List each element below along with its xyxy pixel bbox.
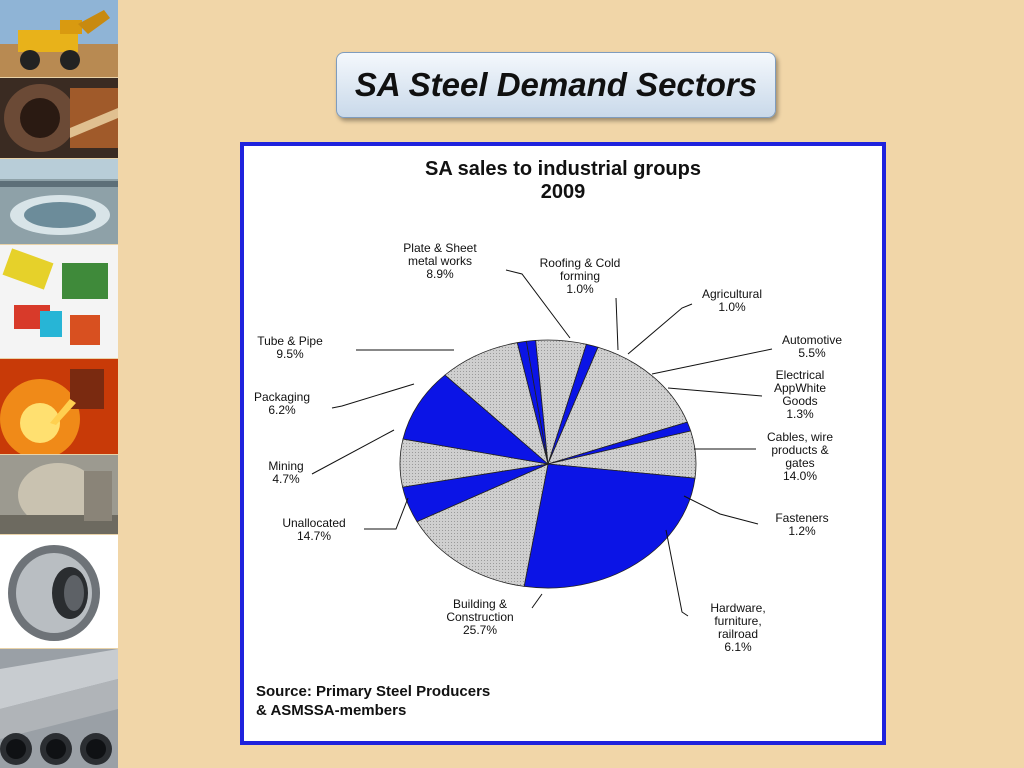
leader-line	[667, 387, 763, 397]
source-line-1: Source: Primary Steel Producers	[256, 683, 491, 700]
pie-slices	[399, 339, 697, 589]
thickener-plant-image	[0, 158, 118, 245]
slice-label: Mining 4.7%	[268, 459, 303, 486]
slice-label: Hardware, furniture, railroad 6.1%	[710, 601, 765, 654]
steel-pipes-image	[0, 649, 118, 768]
pie-slice-tube-pipe	[402, 374, 550, 465]
chart-panel: SA sales to industrial groups 2009 Roofi…	[240, 142, 886, 745]
slice-label: Fasteners 1.2%	[775, 511, 828, 538]
mill-machinery-image	[0, 454, 118, 536]
source-line-2: & ASMSSA-members	[256, 702, 407, 719]
chart-subtitle: 2009	[540, 181, 586, 203]
slice-label: Electrical AppWhite Goods 1.3%	[774, 368, 826, 421]
slice-label: Tube & Pipe 9.5%	[257, 334, 323, 361]
slice-label: Roofing & Cold forming 1.0%	[540, 256, 621, 296]
slice-label: Packaging 6.2%	[254, 390, 310, 417]
slice-label: Cables, wire products & gates 14.0%	[767, 430, 833, 483]
processing-equipment-image	[0, 244, 118, 359]
leader-line	[331, 383, 415, 409]
photo-strip	[0, 0, 118, 768]
leader-line	[364, 497, 409, 530]
leader-line	[665, 529, 689, 617]
source-note: Source: Primary Steel Producers & ASMSSA…	[256, 682, 490, 720]
chart-title-block: SA sales to industrial groups 2009	[244, 158, 882, 204]
slide-title-box: SA Steel Demand Sectors	[336, 52, 776, 118]
leader-line	[627, 303, 693, 355]
leader-line	[683, 495, 759, 525]
chart-title: SA sales to industrial groups	[425, 158, 701, 180]
pie-chart: Roofing & Cold forming 1.0% Agricultural 1.0…	[254, 241, 842, 654]
slice-label: Plate & Sheet metal works 8.9%	[403, 241, 477, 281]
slice-label: Unallocated 14.7%	[282, 516, 345, 543]
slide-title: SA Steel Demand Sectors	[354, 66, 758, 103]
leader-line	[311, 429, 395, 475]
slice-label: Building & Construction 25.7%	[446, 597, 513, 637]
steel-coil-image	[0, 535, 118, 650]
mining-truck-image	[0, 0, 118, 79]
tunnel-mine-image	[0, 78, 118, 159]
slice-label: Agricultural 1.0%	[702, 287, 762, 314]
molten-steel-pour-image	[0, 358, 118, 455]
leader-line	[651, 348, 773, 375]
pie-slice-cables-wire-products-gates	[547, 346, 688, 465]
pie-slice-unallocated	[416, 463, 549, 587]
leader-lines	[311, 269, 773, 617]
slice-labels: Roofing & Cold forming 1.0% Agricultural 1.0…	[254, 241, 842, 654]
slice-label: Automotive 5.5%	[782, 333, 842, 360]
leader-line	[531, 593, 543, 609]
pie-slice-plate-sheet-metal-works	[444, 342, 549, 466]
pie-slice-building-construction	[523, 463, 696, 589]
leader-line	[615, 297, 619, 351]
leader-line	[505, 269, 571, 339]
